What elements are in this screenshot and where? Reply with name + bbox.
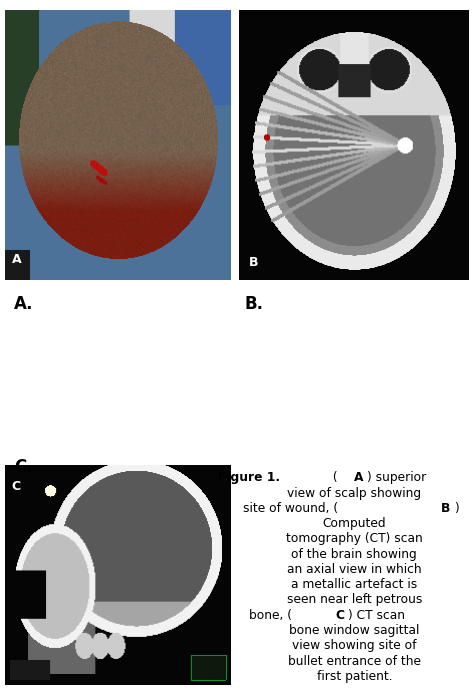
Text: Figure 1.: Figure 1. bbox=[218, 471, 280, 484]
Text: seen near left petrous: seen near left petrous bbox=[287, 593, 422, 607]
Text: B: B bbox=[441, 502, 451, 515]
Text: ): ) bbox=[454, 502, 458, 515]
Text: first patient.: first patient. bbox=[317, 670, 392, 683]
Text: bone, (: bone, ( bbox=[249, 609, 292, 621]
Text: C: C bbox=[11, 480, 21, 493]
Text: C: C bbox=[336, 609, 345, 621]
Text: of the brain showing: of the brain showing bbox=[292, 548, 417, 561]
Text: A: A bbox=[354, 471, 364, 484]
Text: (: ( bbox=[329, 471, 338, 484]
Text: ) superior: ) superior bbox=[367, 471, 426, 484]
Text: tomography (CT) scan: tomography (CT) scan bbox=[286, 533, 423, 545]
Text: A: A bbox=[11, 253, 21, 266]
Text: Computed: Computed bbox=[322, 517, 386, 531]
Text: an axial view in which: an axial view in which bbox=[287, 563, 422, 576]
Text: B: B bbox=[248, 256, 258, 269]
Text: a metallic artefact is: a metallic artefact is bbox=[291, 578, 418, 591]
Text: A.: A. bbox=[14, 295, 34, 313]
Text: ) CT scan: ) CT scan bbox=[348, 609, 405, 621]
Text: C.: C. bbox=[14, 458, 33, 476]
Text: bullet entrance of the: bullet entrance of the bbox=[288, 654, 421, 668]
Text: view of scalp showing: view of scalp showing bbox=[287, 487, 421, 500]
Text: B.: B. bbox=[244, 295, 263, 313]
Text: bone window sagittal: bone window sagittal bbox=[289, 624, 419, 637]
Text: view showing site of: view showing site of bbox=[292, 640, 417, 652]
Text: site of wound, (: site of wound, ( bbox=[243, 502, 337, 515]
